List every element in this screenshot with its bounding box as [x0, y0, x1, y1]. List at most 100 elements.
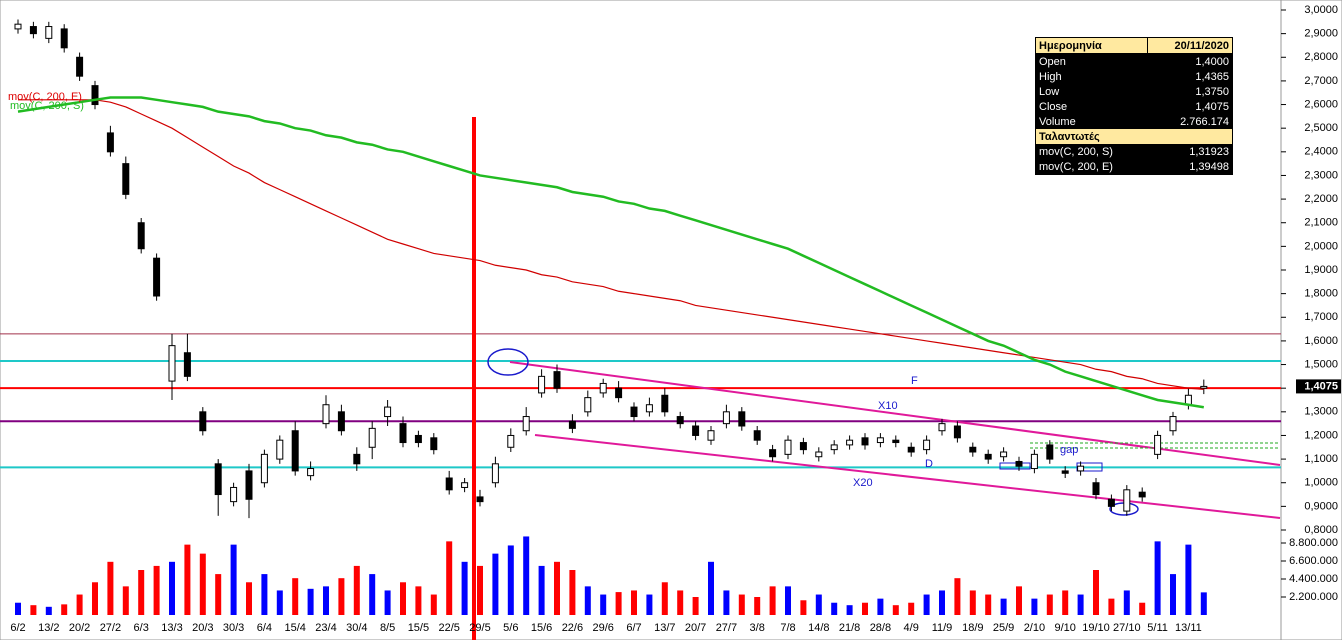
volume-bar	[1077, 594, 1084, 615]
info-cell: Volume	[1039, 115, 1076, 128]
volume-bar	[461, 561, 468, 615]
x-tick-label: 6/4	[257, 622, 272, 634]
candle-body	[738, 411, 746, 427]
y-tick-label: 2,1000	[1304, 217, 1338, 229]
candle-body	[476, 496, 484, 503]
candle-body	[1123, 489, 1131, 512]
volume-bar	[477, 565, 483, 615]
volume-bar	[846, 605, 853, 615]
candle-body	[584, 397, 592, 413]
x-tick-label: 8/5	[380, 622, 395, 634]
volume-bar	[738, 594, 745, 615]
info-cell: 1,3750	[1195, 85, 1229, 98]
volume-bar	[677, 590, 684, 615]
y-tick-label: 2,2000	[1304, 193, 1338, 205]
candle-body	[815, 451, 823, 458]
axis-panel	[1280, 0, 1342, 640]
ellipse-mark	[487, 348, 529, 376]
annotation: D	[925, 458, 933, 470]
candle-body	[615, 387, 623, 399]
candle-body	[337, 411, 345, 432]
y-tick-label: 1,8000	[1304, 288, 1338, 300]
volume-bar	[631, 590, 637, 615]
candle-body	[384, 406, 392, 418]
candle-body	[784, 439, 792, 455]
x-tick-label: 20/7	[685, 622, 706, 634]
x-tick-label: 19/10	[1082, 622, 1110, 634]
x-tick-label: 27/7	[716, 622, 737, 634]
x-tick-label: 14/8	[808, 622, 829, 634]
x-tick-label: 25/9	[993, 622, 1014, 634]
x-tick-label: 15/6	[531, 622, 552, 634]
volume-bar	[184, 544, 191, 615]
volume-bar	[369, 574, 376, 615]
volume-bar	[646, 594, 653, 615]
x-tick-label: 22/6	[562, 622, 583, 634]
volume-bar	[92, 582, 98, 615]
candle-body	[1077, 465, 1085, 472]
volume-bar	[230, 544, 237, 615]
y-tick-label: 3,0000	[1304, 4, 1338, 16]
y-tick-label: 2,9000	[1304, 28, 1338, 40]
info-row: Close 1,4075	[1036, 99, 1233, 114]
volume-bar	[800, 600, 807, 615]
volume-bar	[276, 590, 283, 615]
x-tick-label: 27/10	[1113, 622, 1141, 634]
volume-bar	[507, 545, 514, 615]
volume-bar	[985, 594, 992, 615]
volume-bar	[908, 602, 915, 615]
volume-bar	[584, 586, 591, 615]
x-tick-label: 30/3	[223, 622, 244, 634]
x-tick-label: 29/5	[469, 622, 490, 634]
y-tick-label: 1,2000	[1304, 429, 1338, 441]
volume-bar	[723, 590, 730, 615]
x-tick-label: 6/7	[626, 622, 641, 634]
volume-bar	[1031, 598, 1038, 615]
x-tick-label: 11/9	[932, 622, 953, 634]
info-row: mov(C, 200, S) 1,31923	[1036, 144, 1233, 159]
candle-body	[1030, 453, 1038, 470]
y-tick-label: 0,8000	[1304, 524, 1338, 536]
volume-bar	[1170, 574, 1176, 615]
info-cell: 1,31923	[1189, 145, 1229, 158]
volume-bar	[138, 570, 145, 615]
candle-body	[491, 463, 499, 484]
candle-body	[645, 404, 653, 413]
candle-body	[722, 411, 730, 425]
y-tick-label: 1,5000	[1304, 358, 1338, 370]
x-tick-label: 4/9	[904, 622, 919, 634]
y-tick-label: 2,3000	[1304, 169, 1338, 181]
candle-body	[769, 449, 777, 458]
candle-body	[60, 28, 68, 49]
x-tick-label: 15/5	[408, 622, 429, 634]
volume-bar	[45, 606, 52, 615]
x-tick-label: 13/7	[654, 622, 675, 634]
candle-body	[969, 446, 977, 453]
candle-body	[399, 423, 407, 444]
x-tick-label: 27/2	[100, 622, 121, 634]
candle-body	[553, 371, 561, 389]
y-tick-label: 2,0000	[1304, 240, 1338, 252]
volume-bar	[384, 590, 391, 615]
annotation: F	[911, 375, 918, 387]
x-tick-label: 28/8	[870, 622, 891, 634]
volume-bar	[1139, 602, 1146, 615]
candle-body	[953, 425, 961, 439]
y-tick-label: 1,0000	[1304, 477, 1338, 489]
x-tick-label: 15/4	[284, 622, 305, 634]
candle-body	[907, 446, 915, 453]
candle-body	[276, 439, 284, 460]
candle-body	[938, 423, 946, 432]
candle-body	[368, 427, 376, 448]
y-tick-label: 2,7000	[1304, 75, 1338, 87]
x-tick-label: 13/11	[1175, 622, 1202, 634]
volume-bar	[954, 578, 961, 615]
volume-bar	[1046, 594, 1053, 615]
volume-bar	[292, 578, 299, 615]
volume-bar	[1093, 570, 1099, 615]
y-tick-label: 0,9000	[1304, 500, 1338, 512]
y-tick-label: 1,3000	[1304, 406, 1338, 418]
y-tick-label: 1,1000	[1304, 453, 1338, 465]
candle-body	[353, 453, 361, 465]
